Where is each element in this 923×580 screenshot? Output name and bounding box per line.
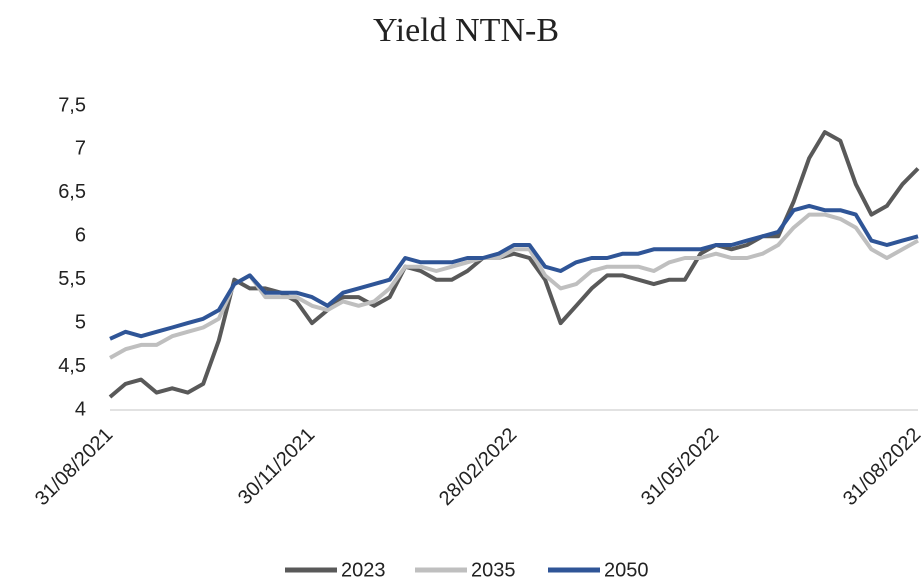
y-tick-label: 7 bbox=[75, 138, 86, 160]
series-line bbox=[109, 203, 919, 341]
legend-label: 2023 bbox=[341, 559, 386, 580]
y-tick-label: 5 bbox=[75, 311, 86, 333]
legend-label: 2035 bbox=[471, 559, 516, 580]
x-tick-label: 30/11/2021 bbox=[234, 424, 319, 509]
y-tick-label: 4,5 bbox=[58, 355, 86, 377]
x-tick-label: 28/02/2022 bbox=[435, 424, 521, 510]
y-tick-label: 7,5 bbox=[58, 94, 86, 116]
y-tick-label: 6 bbox=[75, 225, 86, 247]
x-tick-label: 31/05/2022 bbox=[637, 424, 723, 510]
series-line bbox=[108, 130, 920, 399]
x-tick-label: 31/08/2022 bbox=[839, 424, 923, 510]
y-tick-label: 6,5 bbox=[58, 181, 86, 203]
legend-label: 2050 bbox=[604, 559, 649, 580]
chart-title: Yield NTN-B bbox=[373, 12, 559, 49]
y-tick-label: 5,5 bbox=[58, 268, 86, 290]
x-tick-label: 31/08/2021 bbox=[31, 424, 117, 510]
y-tick-label: 4 bbox=[75, 398, 86, 420]
